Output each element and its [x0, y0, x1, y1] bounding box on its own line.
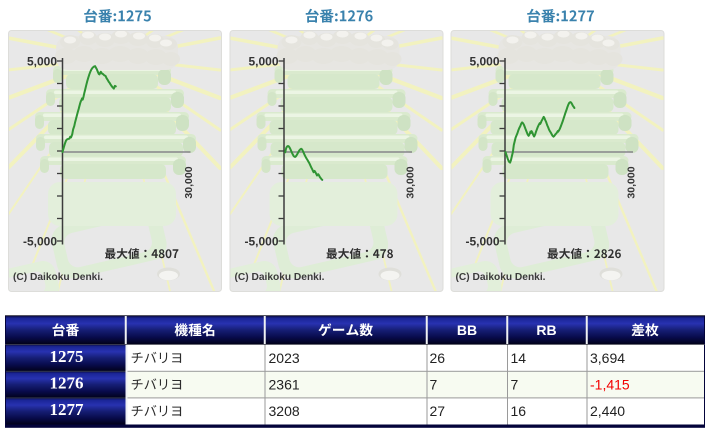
svg-text:30,000: 30,000 — [183, 166, 195, 198]
svg-text:30,000: 30,000 — [405, 166, 417, 198]
svg-text:5,000: 5,000 — [469, 55, 499, 69]
svg-text:1275: 1275 — [50, 347, 84, 366]
svg-text:-5,000: -5,000 — [465, 235, 499, 249]
svg-text:30,000: 30,000 — [626, 166, 638, 198]
svg-text:5,000: 5,000 — [27, 55, 57, 69]
svg-text:5,000: 5,000 — [248, 55, 278, 69]
svg-text:7: 7 — [511, 377, 519, 393]
svg-text:14: 14 — [511, 350, 527, 366]
svg-text:7: 7 — [430, 377, 438, 393]
svg-text:-5,000: -5,000 — [23, 235, 57, 249]
svg-text:2023: 2023 — [269, 350, 300, 366]
svg-text:2361: 2361 — [269, 377, 300, 393]
svg-text:BB: BB — [457, 322, 477, 338]
svg-text:1276: 1276 — [50, 374, 84, 393]
svg-text:3,694: 3,694 — [590, 350, 625, 366]
svg-text:-1,415: -1,415 — [590, 377, 630, 393]
svg-text:16: 16 — [511, 403, 527, 419]
svg-text:3208: 3208 — [269, 403, 300, 419]
svg-text:RB: RB — [536, 322, 556, 338]
svg-text:26: 26 — [430, 350, 446, 366]
svg-text:(C) Daikoku Denki.: (C) Daikoku Denki. — [13, 272, 103, 283]
svg-text:1277: 1277 — [50, 400, 85, 419]
svg-text:-5,000: -5,000 — [244, 235, 278, 249]
svg-text:27: 27 — [430, 403, 446, 419]
svg-text:(C) Daikoku Denki.: (C) Daikoku Denki. — [235, 272, 325, 283]
svg-text:(C) Daikoku Denki.: (C) Daikoku Denki. — [456, 272, 546, 283]
svg-text:2,440: 2,440 — [590, 403, 625, 419]
